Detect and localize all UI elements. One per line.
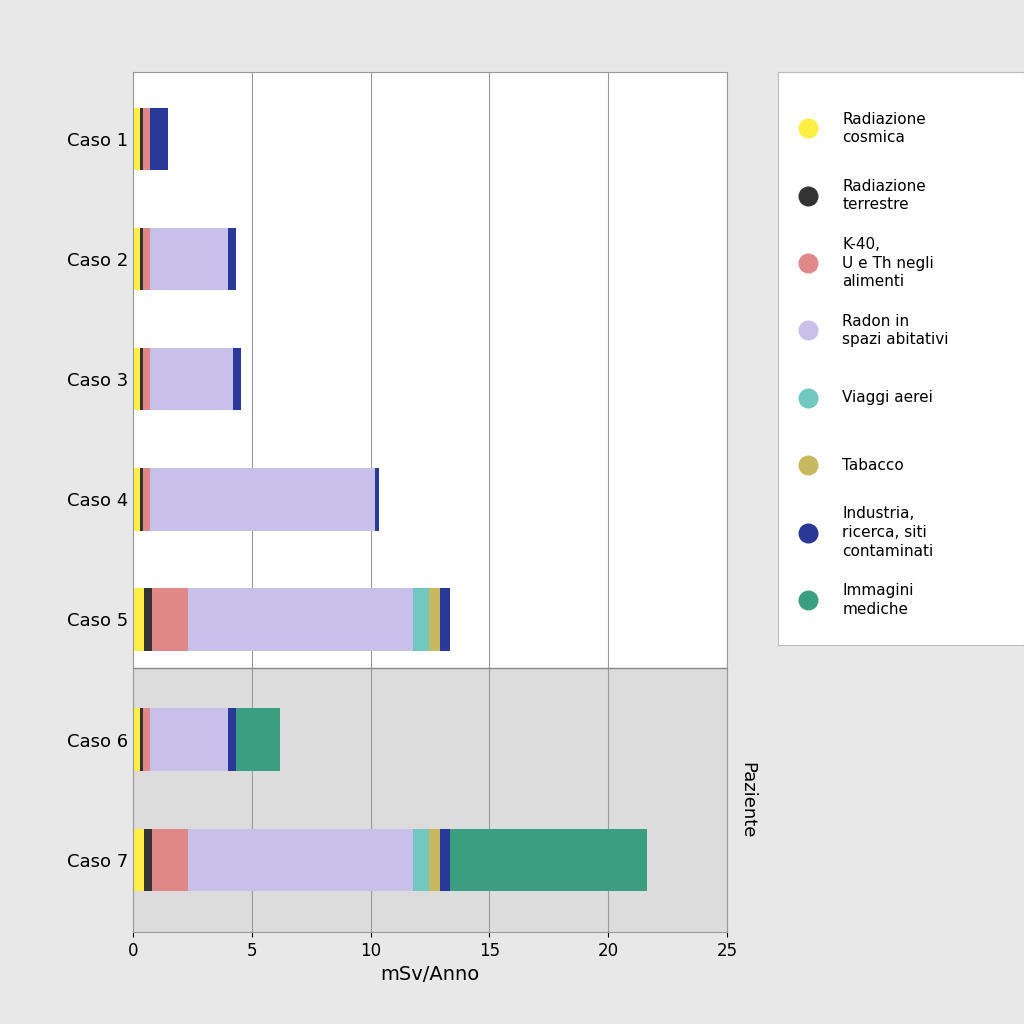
Bar — [187, 828, 414, 891]
Point — [800, 592, 816, 608]
Bar — [133, 668, 727, 932]
Bar — [429, 828, 439, 891]
Bar — [143, 228, 150, 291]
Point — [800, 323, 816, 339]
X-axis label: mSv/Anno: mSv/Anno — [381, 965, 479, 984]
Bar — [429, 588, 439, 650]
Bar — [133, 108, 140, 170]
Bar — [140, 348, 143, 411]
Bar — [414, 828, 429, 891]
Bar — [153, 828, 187, 891]
Bar — [133, 588, 143, 650]
Text: Tabacco: Tabacco — [842, 458, 904, 473]
Text: Immagini
mediche: Immagini mediche — [842, 583, 913, 616]
Bar — [439, 828, 451, 891]
Bar — [143, 468, 150, 530]
Text: Radiazione
cosmica: Radiazione cosmica — [842, 112, 926, 145]
Text: Viaggi aerei: Viaggi aerei — [842, 390, 933, 406]
Bar — [133, 468, 140, 530]
Bar — [143, 828, 153, 891]
Bar — [150, 468, 376, 530]
Bar — [133, 709, 140, 771]
Bar — [140, 468, 143, 530]
Bar — [376, 468, 379, 530]
Bar — [143, 588, 153, 650]
Bar — [414, 588, 429, 650]
Bar — [143, 348, 150, 411]
Point — [800, 255, 816, 271]
Bar — [140, 228, 143, 291]
Bar — [140, 108, 143, 170]
Text: Paziente: Paziente — [738, 762, 757, 838]
Bar — [228, 709, 237, 771]
Point — [800, 120, 816, 136]
Bar — [133, 828, 143, 891]
Bar — [228, 228, 237, 291]
Point — [800, 187, 816, 204]
Text: Industria,
ricerca, siti
contaminati: Industria, ricerca, siti contaminati — [842, 507, 934, 559]
Bar — [143, 709, 150, 771]
Bar — [140, 709, 143, 771]
Text: Radon in
spazi abitativi: Radon in spazi abitativi — [842, 313, 948, 347]
Bar — [237, 709, 281, 771]
Bar — [153, 588, 187, 650]
Bar — [439, 588, 451, 650]
Bar — [133, 348, 140, 411]
Text: K-40,
U e Th negli
alimenti: K-40, U e Th negli alimenti — [842, 237, 934, 289]
Bar — [150, 108, 168, 170]
Point — [800, 389, 816, 406]
Bar — [150, 228, 228, 291]
Bar — [143, 108, 150, 170]
Point — [800, 524, 816, 541]
Point — [800, 457, 816, 473]
Bar — [150, 348, 232, 411]
Bar — [187, 588, 414, 650]
Bar — [150, 709, 228, 771]
Text: Radiazione
terrestre: Radiazione terrestre — [842, 179, 926, 213]
Bar — [232, 348, 242, 411]
Bar — [451, 828, 647, 891]
Bar — [133, 228, 140, 291]
